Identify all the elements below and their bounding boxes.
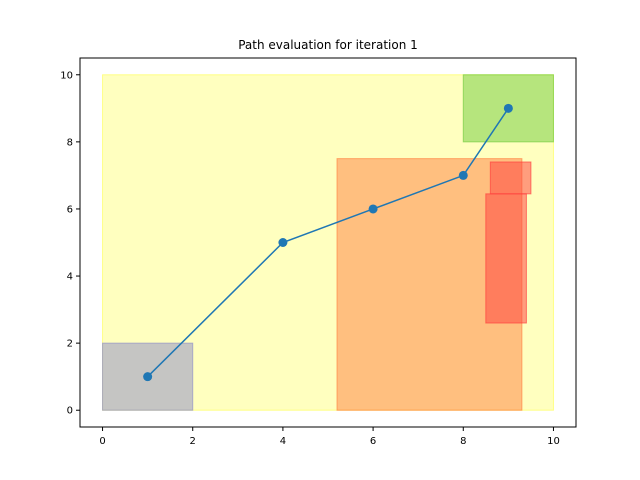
- x-tick-label: 6: [370, 436, 376, 447]
- y-tick-label: 2: [67, 339, 73, 350]
- y-tick-label: 6: [67, 204, 73, 215]
- x-tick-label: 10: [547, 436, 560, 447]
- series-layer: [143, 103, 513, 382]
- series-point: [458, 170, 468, 180]
- x-tick-label: 2: [190, 436, 196, 447]
- series-point: [278, 238, 288, 247]
- x-tick-label: 4: [280, 436, 286, 447]
- x-tick-label: 0: [99, 436, 105, 447]
- x-axis: 0 2 4 6 8 10: [99, 427, 560, 447]
- x-tick-label: 8: [460, 436, 466, 447]
- y-tick-label: 8: [67, 137, 73, 148]
- y-tick-label: 10: [60, 70, 73, 81]
- series-point: [503, 103, 513, 113]
- y-tick-label: 4: [67, 272, 73, 283]
- region-obstacle-4: [489, 161, 532, 195]
- y-axis: 0 2 4 6 8 10: [60, 70, 80, 417]
- regions-layer: [102, 74, 554, 411]
- series-point: [368, 204, 378, 214]
- chart-title: Path evaluation for iteration 1: [238, 38, 418, 52]
- region-obstacle-5: [485, 193, 527, 324]
- plot-frame: [79, 57, 577, 428]
- series-point: [143, 372, 153, 382]
- y-tick-label: 0: [67, 406, 73, 417]
